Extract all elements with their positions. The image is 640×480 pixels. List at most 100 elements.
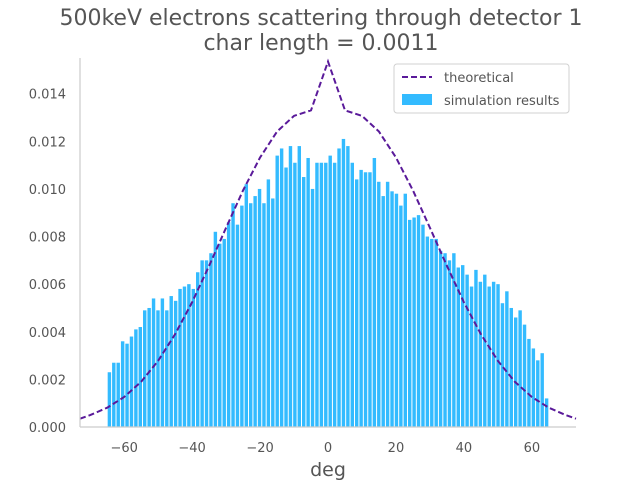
y-tick-label: 0.002 bbox=[29, 373, 66, 388]
histogram-bar bbox=[324, 162, 328, 427]
histogram-bar bbox=[368, 172, 372, 427]
histogram-bar bbox=[478, 281, 483, 427]
histogram-bar bbox=[257, 188, 262, 427]
histogram-bar bbox=[363, 172, 368, 427]
histogram-bar bbox=[279, 148, 284, 427]
histogram-bar bbox=[196, 272, 200, 427]
histogram-bar bbox=[165, 310, 169, 427]
histogram-bar bbox=[249, 203, 253, 427]
histogram-bar bbox=[151, 298, 156, 427]
histogram-bar bbox=[218, 243, 222, 427]
histogram-bar bbox=[262, 203, 266, 427]
histogram-bar bbox=[319, 162, 324, 427]
histogram-bar bbox=[522, 324, 527, 427]
histogram-bar bbox=[191, 288, 196, 427]
histogram-bar bbox=[377, 181, 381, 427]
histogram-bar bbox=[156, 310, 160, 427]
histogram-bar bbox=[505, 291, 509, 427]
histogram-bar bbox=[337, 148, 341, 427]
histogram-bar bbox=[341, 138, 346, 427]
histogram-bar bbox=[430, 238, 434, 427]
histogram-bar bbox=[403, 193, 407, 427]
histogram-bar bbox=[381, 196, 385, 427]
histogram-bar bbox=[372, 157, 377, 428]
y-tick-label: 0.008 bbox=[29, 231, 66, 246]
histogram-bar bbox=[452, 253, 456, 427]
y-tick-labels: 0.000 0.002 0.004 0.006 0.008 0.010 0.012 0.014 bbox=[29, 88, 66, 436]
histogram-bar bbox=[302, 177, 306, 427]
x-tick-label: 0 bbox=[324, 441, 332, 456]
legend-simulation-label: simulation results bbox=[444, 94, 560, 109]
histogram-bar bbox=[226, 222, 231, 427]
histogram-bar bbox=[421, 224, 425, 427]
histogram-bar bbox=[425, 236, 430, 427]
histogram-bar bbox=[240, 205, 244, 427]
y-tick-label: 0.012 bbox=[29, 135, 66, 150]
legend-box bbox=[393, 63, 570, 114]
histogram-bar bbox=[266, 179, 271, 427]
histogram-bar bbox=[399, 205, 403, 427]
histogram-bar bbox=[544, 398, 549, 427]
histogram-bar bbox=[173, 300, 178, 427]
histogram-bar bbox=[355, 179, 359, 427]
histogram-bar bbox=[178, 288, 182, 427]
histogram-bar bbox=[293, 162, 297, 427]
histogram-bar bbox=[447, 260, 452, 427]
histogram-bar bbox=[328, 155, 332, 428]
y-tick-label: 0.010 bbox=[29, 183, 66, 198]
histogram-bar bbox=[456, 267, 460, 427]
x-tick-label: 60 bbox=[524, 441, 541, 456]
histogram-bar bbox=[496, 284, 500, 427]
histogram-bar bbox=[138, 327, 143, 427]
histogram-bar bbox=[200, 260, 204, 427]
x-tick-labels: −60 −40 −20 0 20 40 60 bbox=[110, 441, 540, 456]
histogram-bar bbox=[438, 250, 443, 427]
histogram-bar bbox=[134, 329, 138, 427]
histogram-bar bbox=[120, 341, 125, 427]
histogram-bar bbox=[518, 310, 522, 427]
histogram-bar bbox=[143, 310, 147, 427]
histogram-bar bbox=[527, 338, 531, 427]
histogram-bar bbox=[385, 181, 390, 427]
histogram-bar bbox=[310, 188, 315, 427]
histogram-bar bbox=[306, 157, 310, 428]
histogram-bar bbox=[408, 219, 412, 427]
histogram-bar bbox=[500, 303, 505, 427]
histogram-bar bbox=[129, 336, 134, 427]
x-tick-label: 20 bbox=[388, 441, 405, 456]
histogram-bar bbox=[160, 298, 165, 427]
x-tick-label: −20 bbox=[246, 441, 273, 456]
y-tick-label: 0.000 bbox=[29, 421, 66, 436]
histogram-bar bbox=[244, 184, 249, 427]
histogram-bar bbox=[125, 343, 129, 427]
histogram-bar bbox=[147, 307, 151, 427]
histogram-bar bbox=[253, 196, 257, 427]
histogram-bar bbox=[271, 198, 275, 427]
legend-theoretical-label: theoretical bbox=[444, 71, 514, 86]
legend-simulation-swatch bbox=[402, 94, 432, 105]
y-tick-label: 0.006 bbox=[29, 278, 66, 293]
histogram-bar bbox=[443, 253, 447, 427]
histogram-bar bbox=[222, 238, 226, 427]
histogram-bar bbox=[474, 269, 478, 427]
x-tick-label: −60 bbox=[110, 441, 137, 456]
y-tick-label: 0.004 bbox=[29, 326, 66, 341]
histogram-bar bbox=[235, 224, 240, 427]
histogram-bar bbox=[394, 193, 399, 427]
histogram-bar bbox=[540, 353, 544, 427]
x-tick-label: −40 bbox=[178, 441, 205, 456]
histogram-bar bbox=[169, 296, 173, 427]
chart-title: 500keV electrons scattering through dete… bbox=[59, 6, 582, 31]
histogram-bar bbox=[213, 231, 218, 427]
histogram-bar bbox=[209, 253, 213, 427]
histogram-bar bbox=[460, 265, 465, 427]
chart-subtitle: char length = 0.0011 bbox=[203, 31, 438, 56]
histogram-bar bbox=[297, 146, 301, 427]
histogram-bar bbox=[231, 203, 235, 427]
histogram-bar bbox=[204, 260, 209, 427]
histogram-bar bbox=[350, 162, 354, 427]
histogram-bar bbox=[116, 362, 120, 427]
histogram-bar bbox=[390, 191, 394, 427]
histogram-bar bbox=[284, 167, 288, 427]
